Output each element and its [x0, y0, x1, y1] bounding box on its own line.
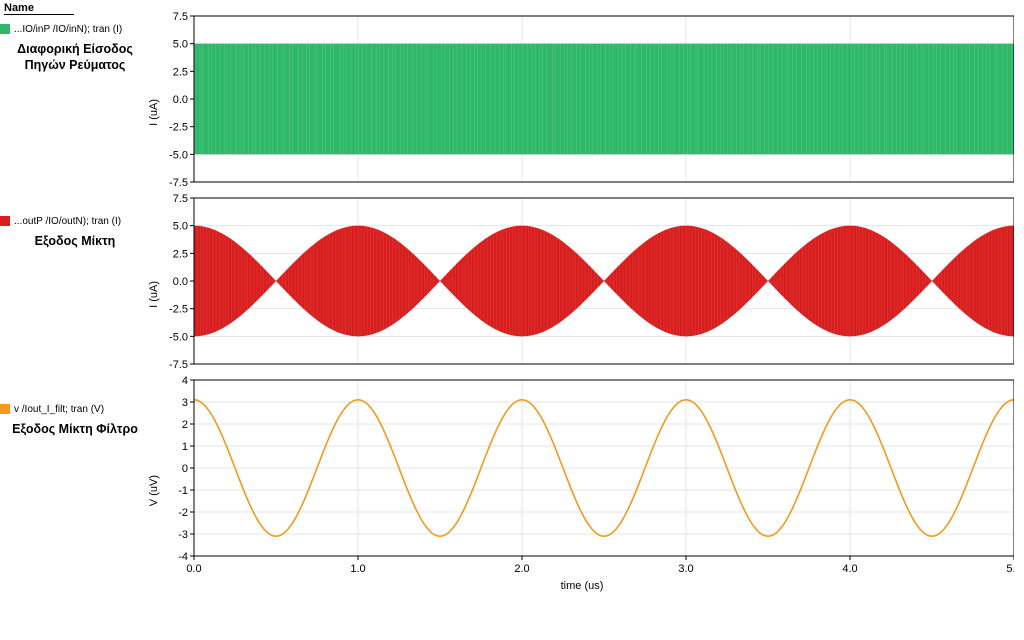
svg-text:2.5: 2.5 [173, 248, 188, 260]
svg-text:7.5: 7.5 [173, 11, 188, 23]
chart-panel-1: -7.5 -5.0 -2.5 0.0 2.5 5.0 7.5 I (uA) [150, 8, 1014, 190]
svg-text:-2.5: -2.5 [169, 122, 188, 134]
svg-text:7.5: 7.5 [173, 193, 188, 205]
svg-text:2.5: 2.5 [173, 66, 188, 78]
section-title-2: Εξοδος Μίκτη [0, 233, 150, 249]
svg-text:-4: -4 [178, 551, 188, 563]
legend-text-3: v /Iout_I_filt; tran (V) [14, 404, 104, 415]
svg-text:5.0: 5.0 [173, 221, 188, 233]
svg-text:-7.5: -7.5 [169, 359, 188, 371]
svg-text:-1: -1 [178, 485, 188, 497]
section-title-3: Εξοδος Μίκτη Φίλτρο [0, 421, 150, 437]
svg-text:2.0: 2.0 [514, 563, 529, 575]
svg-text:4: 4 [182, 375, 188, 387]
legend-swatch-1 [0, 24, 10, 34]
x-axis-label: time (us) [150, 578, 1014, 592]
chart-panel-2: -7.5 -5.0 -2.5 0.0 2.5 5.0 7.5 I (uA) [150, 190, 1014, 372]
page-root: Name ...IO/inP /IO/inN); tran (I) Διαφορ… [0, 0, 1024, 640]
legend-text-2: ...outP /IO/outN); tran (I) [14, 216, 121, 227]
legend-text-1: ...IO/inP /IO/inN); tran (I) [14, 24, 122, 35]
y-axis-label-2: I (uA) [148, 281, 160, 308]
legend-header: Name [4, 2, 74, 15]
legend-entry-3: v /Iout_I_filt; tran (V) [0, 404, 150, 415]
svg-text:-2: -2 [178, 507, 188, 519]
sidebar-panel-1: ...IO/inP /IO/inN); tran (I) Διαφορική Ε… [0, 24, 150, 74]
chart-panel-3: -4 -3 -2 -1 0 1 2 3 4 0.0 1.0 2.0 3.0 4.0 5.0 V (uV) [150, 372, 1014, 578]
svg-text:-5.0: -5.0 [169, 149, 188, 161]
sidebar-panel-2: ...outP /IO/outN); tran (I) Εξοδος Μίκτη [0, 216, 150, 249]
section-title-1: Διαφορική Είσοδος Πηγών Ρεύματος [0, 41, 150, 74]
svg-text:0: 0 [182, 463, 188, 475]
svg-text:0.0: 0.0 [173, 276, 188, 288]
svg-text:-3: -3 [178, 529, 188, 541]
svg-text:2: 2 [182, 419, 188, 431]
svg-text:-7.5: -7.5 [169, 177, 188, 189]
svg-text:5.0: 5.0 [173, 39, 188, 51]
svg-text:0.0: 0.0 [173, 94, 188, 106]
svg-text:3.0: 3.0 [678, 563, 693, 575]
y-axis-label-1: I (uA) [148, 99, 160, 126]
y-axis-label-3: V (uV) [148, 475, 160, 506]
svg-text:-5.0: -5.0 [169, 331, 188, 343]
sidebar-panel-3: v /Iout_I_filt; tran (V) Εξοδος Μίκτη Φί… [0, 404, 150, 437]
svg-text:4.0: 4.0 [842, 563, 857, 575]
legend-entry-1: ...IO/inP /IO/inN); tran (I) [0, 24, 150, 35]
svg-text:3: 3 [182, 397, 188, 409]
legend-swatch-3 [0, 404, 10, 414]
legend-swatch-2 [0, 216, 10, 226]
plot-column: -7.5-5.0-2.50.02.55.07.5I (uA) -7.5-5.0-… [150, 8, 1014, 632]
svg-text:0.0: 0.0 [186, 563, 201, 575]
svg-text:-2.5: -2.5 [169, 304, 188, 316]
svg-text:5.0: 5.0 [1006, 563, 1014, 575]
svg-text:1: 1 [182, 441, 188, 453]
legend-entry-2: ...outP /IO/outN); tran (I) [0, 216, 150, 227]
svg-text:1.0: 1.0 [350, 563, 365, 575]
